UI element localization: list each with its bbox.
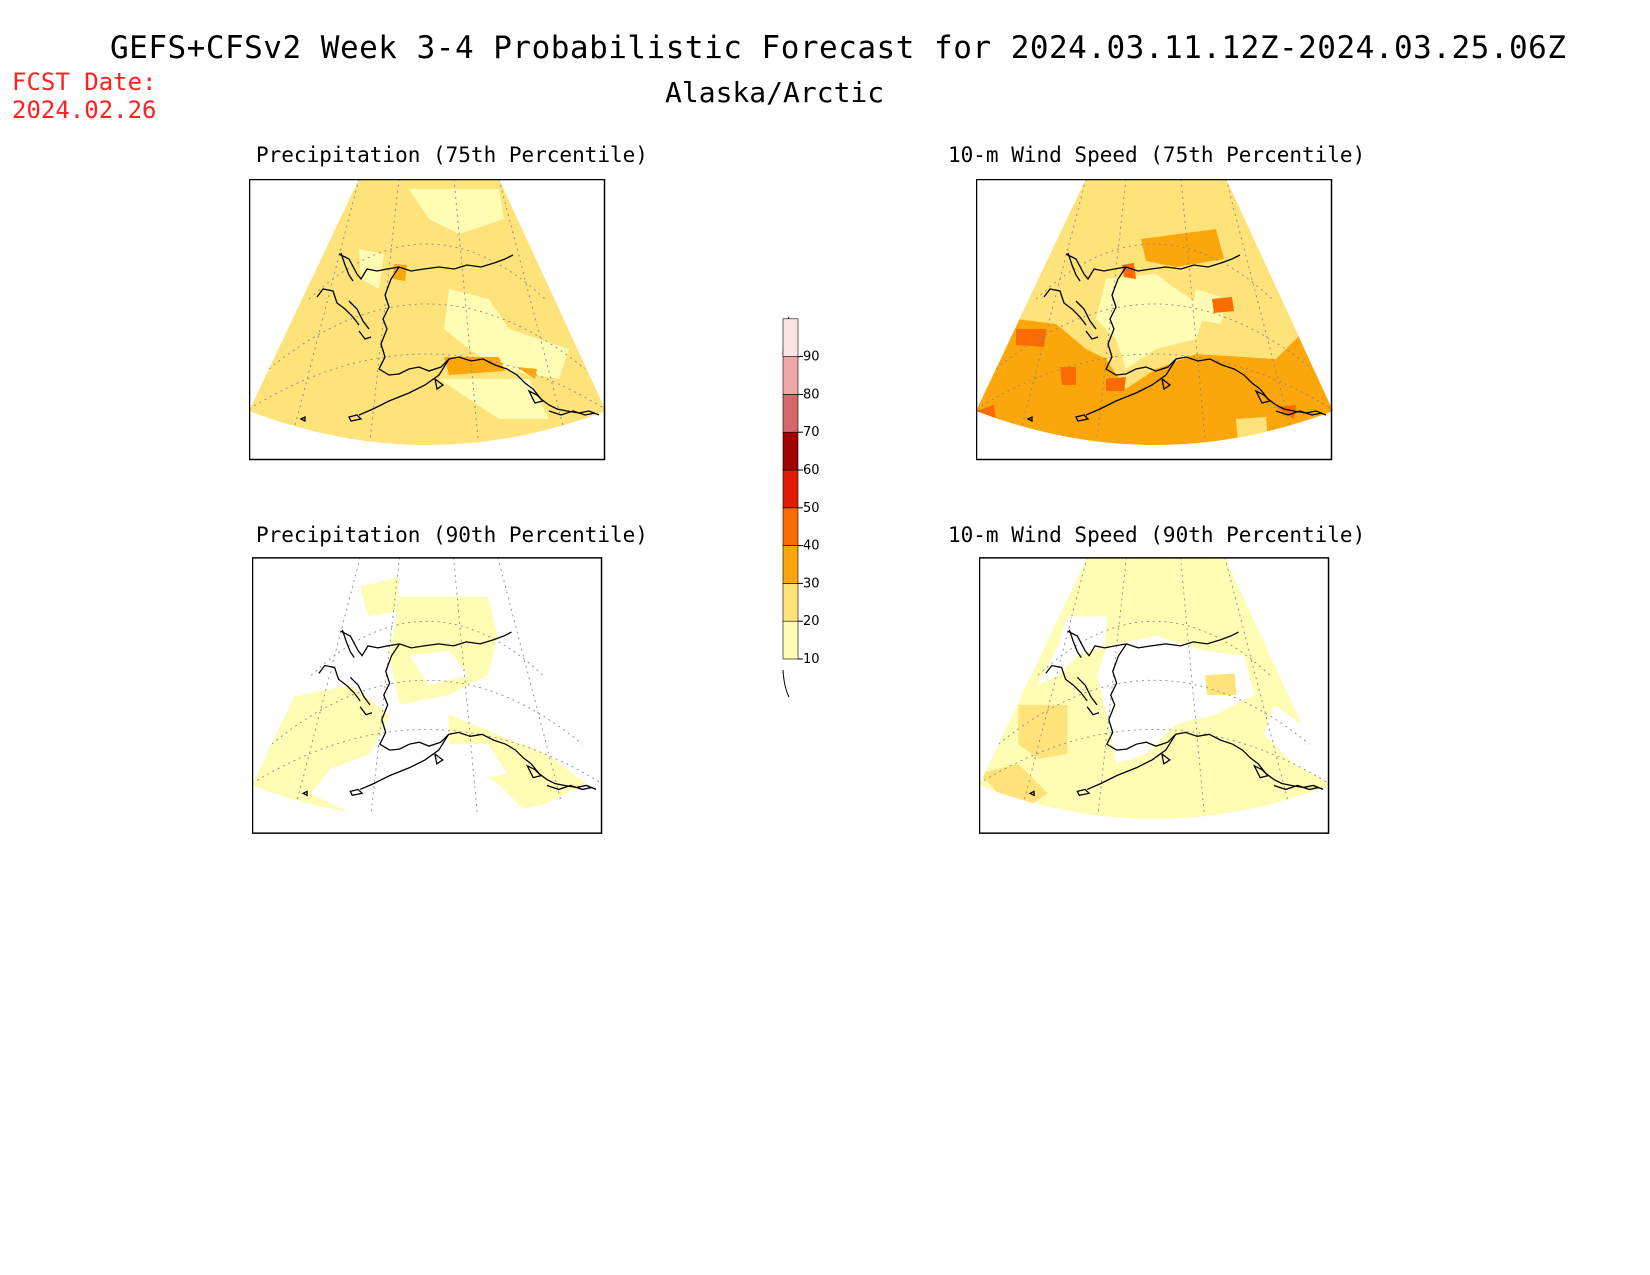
colorbar-tick-label: 30 xyxy=(803,576,820,591)
colorbar-tick-label: 90 xyxy=(803,350,820,365)
colorbar-tick-label: 60 xyxy=(803,463,820,478)
map-wind-90th xyxy=(979,557,1330,834)
colorbar-cell xyxy=(782,620,799,660)
colorbar-cell xyxy=(782,583,799,622)
colorbar-cell xyxy=(782,431,799,471)
colorbar-cell xyxy=(782,394,799,433)
map-precip-75th xyxy=(249,179,606,461)
page-title: GEFS+CFSv2 Week 3-4 Probabilistic Foreca… xyxy=(110,30,1567,66)
colorbar-tick-label: 80 xyxy=(803,387,820,402)
colorbar-cell xyxy=(782,356,799,395)
panel-title-precip-75: Precipitation (75th Percentile) xyxy=(256,143,648,167)
panel-title-precip-90: Precipitation (90th Percentile) xyxy=(256,523,648,547)
colorbar-cell xyxy=(782,469,799,509)
panel-title-wind-90: 10-m Wind Speed (90th Percentile) xyxy=(948,523,1366,547)
colorbar-tick-label: 20 xyxy=(803,614,820,629)
colorbar-cell xyxy=(782,545,799,584)
colorbar-cell xyxy=(782,507,799,546)
panel-title-wind-75: 10-m Wind Speed (75th Percentile) xyxy=(948,143,1366,167)
colorbar-tick-label: 40 xyxy=(803,539,820,554)
colorbar-bottom-cap xyxy=(782,669,790,698)
colorbar-tick-label: 70 xyxy=(803,425,820,440)
map-wind-75th xyxy=(976,179,1333,461)
map-precip-90th xyxy=(252,557,603,834)
forecast-date: FCST Date: 2024.02.26 xyxy=(12,68,157,124)
colorbar-tick-label: 10 xyxy=(803,652,820,667)
colorbar: 10 20 30 40 50 60 70 80 90 xyxy=(782,316,820,698)
forecast-date-label: FCST Date: xyxy=(12,68,157,96)
colorbar-cell xyxy=(782,318,799,357)
forecast-date-value: 2024.02.26 xyxy=(12,96,157,124)
colorbar-tick-label: 50 xyxy=(803,501,820,516)
region-subtitle: Alaska/Arctic xyxy=(665,76,885,109)
